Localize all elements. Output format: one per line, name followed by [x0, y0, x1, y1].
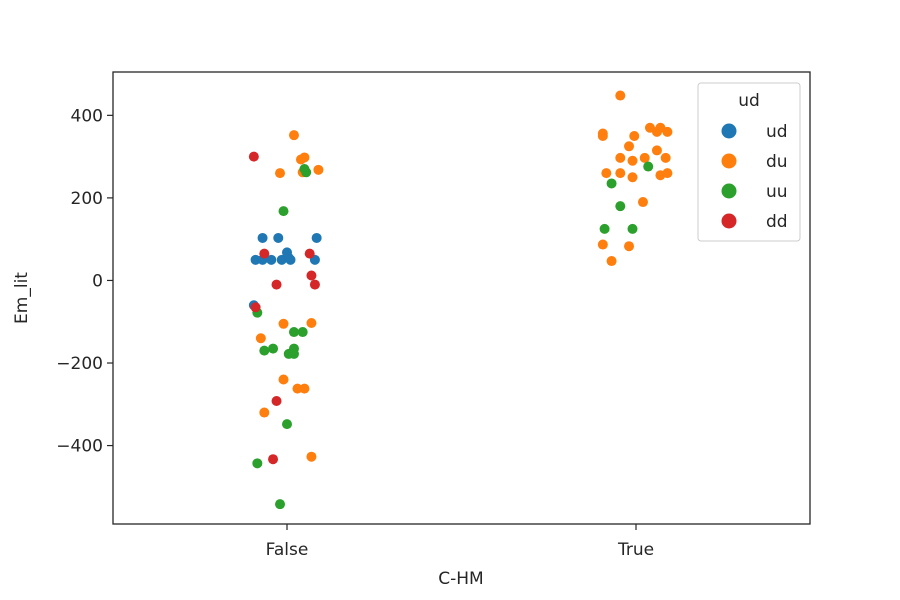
data-point-dd: [309, 279, 320, 290]
data-point-du: [313, 164, 324, 175]
data-point-uu: [606, 178, 617, 189]
data-point-dd: [248, 151, 259, 162]
data-point-uu: [301, 167, 312, 178]
y-axis: −400 −200 0 200 400: [56, 106, 113, 457]
data-point-du: [629, 130, 640, 141]
data-point-du: [255, 333, 266, 344]
data-point-du: [597, 128, 608, 139]
data-point-ud: [285, 254, 296, 265]
data-point-du: [306, 451, 317, 462]
y-tick-label: −400: [56, 437, 103, 457]
data-point-du: [639, 152, 650, 163]
legend-marker-dd: [721, 213, 737, 229]
data-point-uu: [297, 327, 308, 338]
data-point-du: [615, 168, 626, 179]
y-axis-label: Em_lit: [12, 272, 32, 324]
data-point-du: [601, 168, 612, 179]
y-tick-label: 400: [71, 106, 103, 126]
data-point-du: [662, 126, 673, 137]
x-tick-label: False: [266, 540, 309, 560]
data-point-du: [624, 141, 635, 152]
data-point-dd: [271, 395, 282, 406]
data-point-ud: [266, 254, 277, 265]
legend-label-uu: uu: [766, 182, 788, 202]
data-point-dd: [304, 248, 315, 259]
data-point-ud: [250, 254, 261, 265]
data-point-uu: [288, 327, 299, 338]
data-point-du: [292, 383, 303, 394]
plot-frame: [112, 71, 811, 525]
data-point-du: [627, 155, 638, 166]
data-point-du: [259, 407, 270, 418]
legend-marker-uu: [721, 183, 737, 199]
legend-label-du: du: [766, 152, 788, 172]
legend-frame: [697, 82, 801, 242]
data-point-ud: [257, 232, 268, 243]
data-point-du: [299, 383, 310, 394]
data-point-uu: [627, 223, 638, 234]
data-point-dd: [306, 270, 317, 281]
data-point-du: [275, 168, 286, 179]
data-point-uu: [259, 345, 270, 356]
data-point-du: [299, 152, 310, 163]
x-axis: False True: [266, 524, 654, 560]
data-point-du: [597, 239, 608, 250]
data-point-uu: [278, 206, 289, 217]
legend-title: ud: [738, 91, 760, 111]
data-point-du: [660, 152, 671, 163]
y-tick-label: 200: [71, 189, 103, 209]
data-point-dd: [268, 454, 279, 465]
x-tick-label: True: [617, 540, 654, 560]
y-tick-label: −200: [56, 354, 103, 374]
data-point-uu: [615, 201, 626, 212]
y-tick-label: 0: [92, 271, 103, 291]
data-point-du: [627, 172, 638, 183]
legend-marker-ud: [721, 123, 737, 139]
data-point-dd: [259, 248, 270, 259]
data-point-ud: [311, 232, 322, 243]
legend: ud ud du uu dd: [697, 82, 801, 242]
data-point-du: [278, 374, 289, 385]
data-point-du: [306, 317, 317, 328]
legend-label-dd: dd: [766, 212, 788, 232]
data-point-du: [615, 90, 626, 101]
data-point-du: [651, 145, 662, 156]
data-point-du: [606, 256, 617, 267]
data-point-uu: [275, 499, 286, 510]
data-point-dd: [271, 279, 282, 290]
data-point-uu: [268, 343, 279, 354]
data-point-du: [615, 152, 626, 163]
data-point-du: [637, 197, 648, 208]
data-point-uu: [643, 161, 654, 172]
data-points: [248, 90, 673, 510]
data-point-du: [662, 168, 673, 179]
data-point-uu: [288, 348, 299, 359]
data-point-du: [288, 130, 299, 141]
data-point-dd: [250, 302, 261, 313]
data-point-uu: [282, 419, 292, 430]
data-point-uu: [599, 223, 610, 234]
legend-marker-du: [721, 153, 737, 169]
data-point-du: [278, 318, 289, 329]
x-axis-label: C-HM: [438, 569, 483, 589]
data-point-uu: [252, 458, 263, 469]
data-point-ud: [273, 232, 284, 243]
data-point-du: [624, 241, 635, 252]
legend-label-ud: ud: [766, 122, 788, 142]
